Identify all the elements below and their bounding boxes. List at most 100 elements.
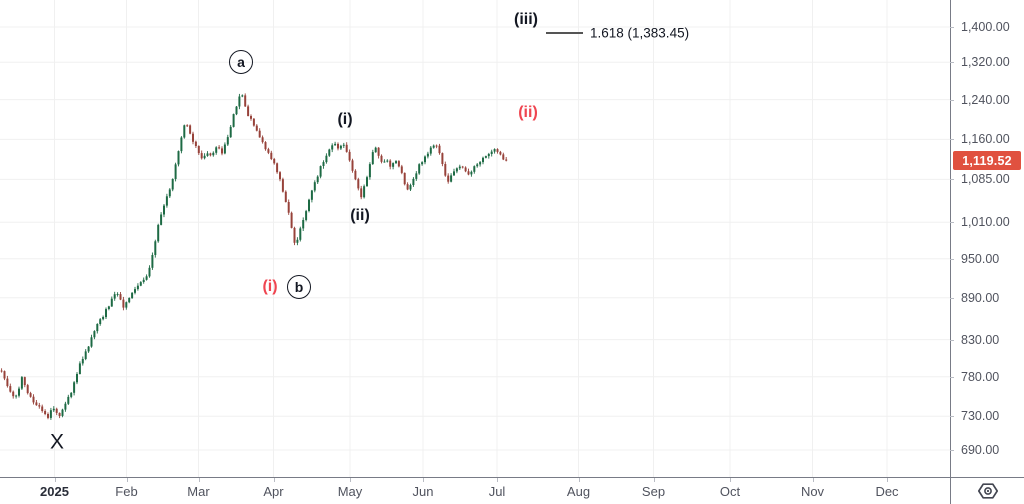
- candle: [139, 281, 142, 287]
- candle: [409, 183, 412, 191]
- wave-label-i-red[interactable]: (i): [262, 278, 278, 295]
- candle: [450, 173, 453, 183]
- time-axis[interactable]: 2025 Feb Mar Apr May Jun Jul Aug Sep Oct Nov Dec: [0, 477, 1024, 504]
- candle: [319, 165, 322, 179]
- candle: [226, 134, 229, 146]
- candle: [447, 173, 450, 184]
- y-axis-label: 1,400.00: [961, 20, 1010, 34]
- candle: [316, 175, 319, 184]
- x-axis-label-mar: Mar: [187, 484, 210, 499]
- candle: [505, 157, 508, 162]
- y-axis-tick: [950, 450, 954, 451]
- candle: [90, 334, 93, 348]
- x-axis-tick: [273, 478, 275, 482]
- candle: [296, 237, 299, 246]
- candle: [122, 296, 125, 311]
- candle: [47, 412, 49, 420]
- x-axis-label-feb: Feb: [115, 484, 138, 499]
- candle: [145, 274, 148, 281]
- candle: [302, 217, 305, 231]
- last-price-tag: 1,119.52: [953, 151, 1021, 171]
- candle: [209, 152, 212, 157]
- y-axis-label: 780.00: [961, 369, 1000, 384]
- candle: [64, 401, 67, 412]
- scale-settings-icon[interactable]: [975, 481, 1001, 501]
- candle: [119, 292, 122, 301]
- candle: [163, 204, 165, 218]
- candle: [218, 145, 221, 150]
- candle: [415, 171, 418, 181]
- candle: [441, 152, 444, 167]
- candle: [171, 178, 174, 192]
- wave-label-i[interactable]: (i): [337, 111, 353, 128]
- y-axis-tick: [950, 377, 954, 378]
- candle: [206, 151, 209, 157]
- candle: [368, 162, 371, 180]
- fib-level-label: 1.618 (1,383.45): [590, 25, 690, 41]
- candle: [325, 153, 328, 164]
- candle: [183, 124, 186, 139]
- candle: [41, 404, 44, 413]
- wave-label-ii-red[interactable]: (ii): [518, 104, 538, 121]
- candle: [78, 361, 81, 375]
- candle: [389, 159, 392, 170]
- candle: [23, 376, 26, 388]
- candle: [6, 375, 9, 388]
- candle: [221, 146, 223, 156]
- candle: [151, 252, 154, 270]
- candle: [128, 297, 131, 304]
- price-axis[interactable]: 1,119.52 1,400.00 1,320.00 1,240.00 1,160.0…: [950, 0, 1024, 477]
- candle: [165, 193, 168, 208]
- y-axis-tick: [950, 139, 954, 140]
- y-axis-tick: [950, 222, 954, 223]
- candle: [371, 149, 374, 165]
- candle: [310, 189, 313, 203]
- candle: [366, 175, 368, 187]
- candle: [252, 118, 255, 127]
- candle: [348, 149, 351, 162]
- candle: [250, 114, 252, 121]
- candle: [189, 124, 192, 135]
- candle: [55, 407, 58, 416]
- wave-circle-label-a[interactable]: a: [229, 50, 253, 74]
- candle: [99, 318, 102, 326]
- candle: [58, 412, 61, 419]
- candle: [229, 125, 232, 138]
- candle: [67, 394, 70, 405]
- candle: [273, 157, 276, 165]
- candle: [157, 223, 160, 243]
- candle: [87, 346, 90, 353]
- candle: [308, 198, 310, 213]
- wave-label-X[interactable]: X: [49, 430, 65, 454]
- y-axis-label: 1,320.00: [961, 55, 1010, 70]
- candle: [203, 153, 206, 160]
- candle: [154, 239, 157, 258]
- candle: [435, 144, 438, 149]
- candle: [444, 161, 447, 177]
- candle: [81, 356, 84, 366]
- candle: [473, 165, 476, 174]
- candle: [360, 185, 363, 200]
- wave-label-iii[interactable]: (iii): [514, 11, 538, 28]
- hexagon-eye-icon: [977, 483, 999, 499]
- wave-circle-label-b[interactable]: b: [287, 275, 311, 299]
- y-axis-label: 690.00: [961, 443, 1000, 457]
- wave-label-ii[interactable]: (ii): [350, 207, 370, 224]
- y-axis-tick: [950, 100, 954, 101]
- x-axis-label-oct: Oct: [719, 484, 741, 499]
- candle: [235, 106, 238, 116]
- candlestick-chart-pane[interactable]: [0, 0, 950, 477]
- candle: [293, 226, 296, 246]
- candle: [70, 392, 73, 399]
- candle: [342, 142, 345, 148]
- candle: [395, 160, 397, 164]
- candle: [432, 144, 435, 149]
- candle: [351, 158, 354, 173]
- x-axis-label-dec: Dec: [875, 484, 899, 499]
- candle: [424, 155, 426, 165]
- candle: [9, 383, 12, 393]
- candle: [102, 315, 105, 321]
- candle: [267, 147, 270, 155]
- candle: [276, 162, 279, 174]
